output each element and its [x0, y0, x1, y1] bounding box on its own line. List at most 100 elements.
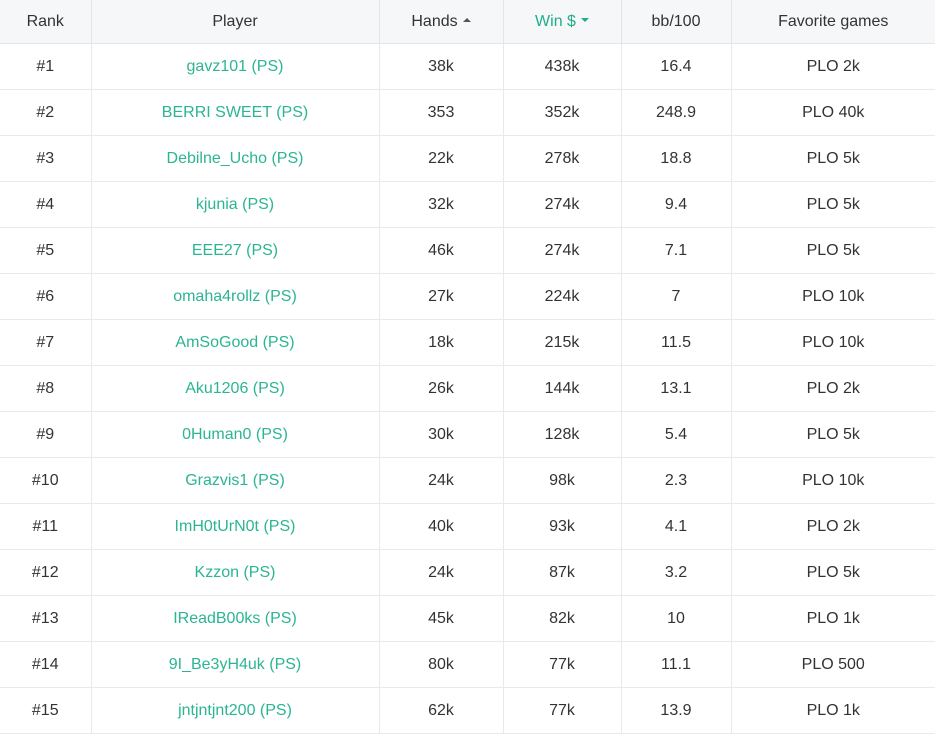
hands-cell: 24k: [379, 457, 504, 504]
hands-cell: 46k: [379, 227, 504, 274]
column-header-player: Player: [91, 0, 380, 44]
table-row: #8 Aku1206 (PS) 26k 144k 13.1 PLO 2k: [0, 365, 935, 412]
rank-cell: #7: [0, 319, 92, 366]
bb100-cell: 7: [621, 273, 732, 320]
hands-cell: 32k: [379, 181, 504, 228]
bb100-cell: 7.1: [621, 227, 732, 274]
rank-cell: #14: [0, 641, 92, 688]
rank-cell: #15: [0, 687, 92, 734]
player-link[interactable]: 0Human0 (PS): [182, 425, 288, 443]
hands-cell: 80k: [379, 641, 504, 688]
player-cell: jntjntjnt200 (PS): [91, 687, 380, 734]
player-cell: AmSoGood (PS): [91, 319, 380, 366]
player-link[interactable]: Kzzon (PS): [194, 563, 276, 581]
win-cell: 87k: [503, 549, 622, 596]
player-link[interactable]: Aku1206 (PS): [185, 379, 285, 397]
player-cell: Grazvis1 (PS): [91, 457, 380, 504]
favorite-games-cell: PLO 1k: [731, 595, 935, 642]
hands-cell: 26k: [379, 365, 504, 412]
column-header-label: Win $: [535, 12, 576, 30]
player-link[interactable]: AmSoGood (PS): [175, 333, 295, 351]
table-row: #2 BERRI SWEET (PS) 353 352k 248.9 PLO 40k: [0, 89, 935, 136]
rank-cell: #9: [0, 411, 92, 458]
table-row: #9 0Human0 (PS) 30k 128k 5.4 PLO 5k: [0, 411, 935, 458]
hands-cell: 24k: [379, 549, 504, 596]
column-header-label: Player: [212, 12, 258, 30]
player-link[interactable]: ImH0tUrN0t (PS): [174, 517, 296, 535]
player-cell: 9I_Be3yH4uk (PS): [91, 641, 380, 688]
caret-down-icon: [580, 18, 589, 23]
rank-cell: #13: [0, 595, 92, 642]
player-cell: ImH0tUrN0t (PS): [91, 503, 380, 550]
player-link[interactable]: BERRI SWEET (PS): [161, 103, 309, 121]
player-link[interactable]: IReadB00ks (PS): [173, 609, 297, 627]
column-header-favorite-games: Favorite games: [731, 0, 935, 44]
bb100-cell: 11.1: [621, 641, 732, 688]
favorite-games-cell: PLO 2k: [731, 503, 935, 550]
player-link[interactable]: omaha4rollz (PS): [173, 287, 297, 305]
favorite-games-cell: PLO 10k: [731, 319, 935, 366]
player-cell: Kzzon (PS): [91, 549, 380, 596]
win-cell: 98k: [503, 457, 622, 504]
rank-cell: #5: [0, 227, 92, 274]
win-cell: 224k: [503, 273, 622, 320]
column-header-bb100: bb/100: [621, 0, 732, 44]
hands-cell: 40k: [379, 503, 504, 550]
win-cell: 438k: [503, 43, 622, 90]
column-header-win[interactable]: Win $: [503, 0, 622, 44]
bb100-cell: 13.1: [621, 365, 732, 412]
bb100-cell: 16.4: [621, 43, 732, 90]
player-cell: 0Human0 (PS): [91, 411, 380, 458]
win-cell: 128k: [503, 411, 622, 458]
player-link[interactable]: gavz101 (PS): [186, 57, 284, 75]
table-row: #15 jntjntjnt200 (PS) 62k 77k 13.9 PLO 1k: [0, 687, 935, 734]
table-row: #14 9I_Be3yH4uk (PS) 80k 77k 11.1 PLO 500: [0, 641, 935, 688]
win-cell: 274k: [503, 227, 622, 274]
favorite-games-cell: PLO 500: [731, 641, 935, 688]
win-cell: 215k: [503, 319, 622, 366]
hands-cell: 30k: [379, 411, 504, 458]
favorite-games-cell: PLO 5k: [731, 549, 935, 596]
player-cell: Aku1206 (PS): [91, 365, 380, 412]
win-cell: 352k: [503, 89, 622, 136]
favorite-games-cell: PLO 40k: [731, 89, 935, 136]
table-row: #11 ImH0tUrN0t (PS) 40k 93k 4.1 PLO 2k: [0, 503, 935, 550]
bb100-cell: 13.9: [621, 687, 732, 734]
player-cell: kjunia (PS): [91, 181, 380, 228]
favorite-games-cell: PLO 5k: [731, 135, 935, 182]
player-cell: gavz101 (PS): [91, 43, 380, 90]
table-row: #12 Kzzon (PS) 24k 87k 3.2 PLO 5k: [0, 549, 935, 596]
caret-up-icon: [462, 18, 471, 23]
bb100-cell: 248.9: [621, 89, 732, 136]
table-row: #7 AmSoGood (PS) 18k 215k 11.5 PLO 10k: [0, 319, 935, 366]
hands-cell: 38k: [379, 43, 504, 90]
player-link[interactable]: 9I_Be3yH4uk (PS): [168, 655, 302, 673]
rank-cell: #1: [0, 43, 92, 90]
table-row: #6 omaha4rollz (PS) 27k 224k 7 PLO 10k: [0, 273, 935, 320]
win-cell: 77k: [503, 687, 622, 734]
favorite-games-cell: PLO 5k: [731, 411, 935, 458]
player-link[interactable]: jntjntjnt200 (PS): [178, 701, 292, 719]
player-cell: Debilne_Ucho (PS): [91, 135, 380, 182]
column-header-hands[interactable]: Hands: [379, 0, 504, 44]
column-header-label: Favorite games: [778, 12, 889, 30]
player-link[interactable]: kjunia (PS): [195, 195, 275, 213]
table-row: #1 gavz101 (PS) 38k 438k 16.4 PLO 2k: [0, 43, 935, 90]
win-cell: 144k: [503, 365, 622, 412]
rank-cell: #3: [0, 135, 92, 182]
win-cell: 93k: [503, 503, 622, 550]
win-cell: 274k: [503, 181, 622, 228]
player-link[interactable]: Debilne_Ucho (PS): [166, 149, 304, 167]
player-link[interactable]: Grazvis1 (PS): [185, 471, 285, 489]
column-header-rank: Rank: [0, 0, 92, 44]
favorite-games-cell: PLO 10k: [731, 457, 935, 504]
rank-cell: #4: [0, 181, 92, 228]
hands-cell: 45k: [379, 595, 504, 642]
table-header-row: Rank Player Hands Win $ bb/100 Favorite …: [0, 0, 935, 44]
player-cell: BERRI SWEET (PS): [91, 89, 380, 136]
bb100-cell: 10: [621, 595, 732, 642]
table-row: #5 EEE27 (PS) 46k 274k 7.1 PLO 5k: [0, 227, 935, 274]
rank-cell: #2: [0, 89, 92, 136]
player-link[interactable]: EEE27 (PS): [191, 241, 279, 259]
table-row: #13 IReadB00ks (PS) 45k 82k 10 PLO 1k: [0, 595, 935, 642]
